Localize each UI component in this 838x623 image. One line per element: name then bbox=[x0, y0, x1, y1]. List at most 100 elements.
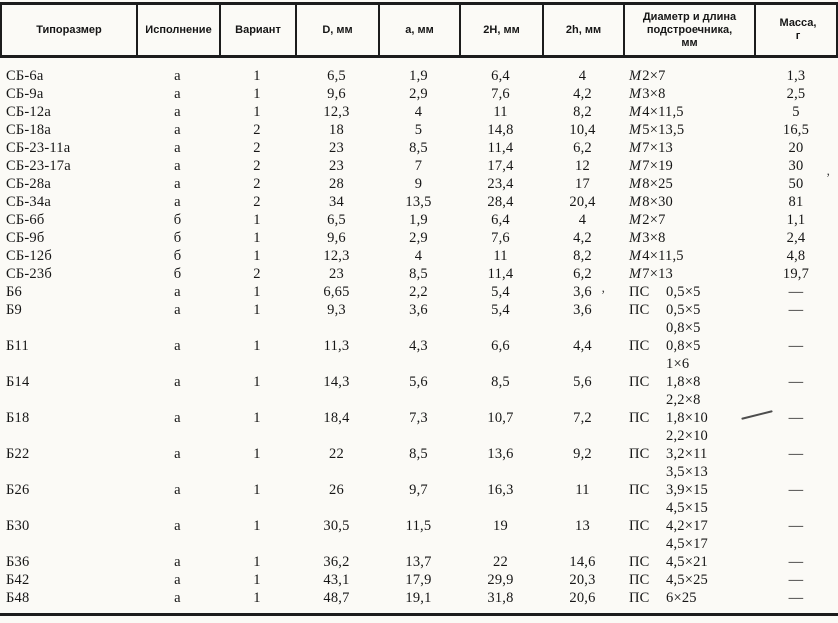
trimmer-size-alt: 4,5×15 bbox=[666, 500, 709, 516]
cell-variant: 2 bbox=[253, 266, 261, 282]
table-row: СБ-9а а 1 9,6 2,9 7,6 4,2 М3×8 2,5 bbox=[0, 85, 838, 103]
trimmer-size: 0,5×5 bbox=[666, 302, 701, 318]
trimmer-prefix: М bbox=[629, 158, 642, 174]
cell-2h: 14,6 bbox=[569, 554, 596, 570]
cell-trimmer: ПС 0,5×5 bbox=[623, 283, 754, 301]
cell-typo-size: Б42 bbox=[6, 572, 30, 588]
cell-d: 9,3 bbox=[327, 302, 346, 318]
cell-d: 30,5 bbox=[323, 518, 350, 534]
cell-variant: 1 bbox=[253, 212, 261, 228]
cell-ispolnenie: а bbox=[174, 86, 181, 102]
cell-variant: 1 bbox=[253, 572, 261, 588]
cell-trimmer: М4×11,5 bbox=[623, 103, 754, 121]
cell-d: 36,2 bbox=[323, 554, 350, 570]
cell-variant: 1 bbox=[253, 68, 261, 84]
cell-ispolnenie: а bbox=[174, 122, 181, 138]
cell-mass: 1,1 bbox=[786, 212, 806, 228]
cell-typo-size: СБ-34а bbox=[6, 194, 51, 210]
header-cell-d-mm: D, мм bbox=[297, 5, 380, 55]
cell-trimmer: ПС 0,5×5 0,8×5 bbox=[623, 301, 754, 337]
cell-mass: — bbox=[788, 518, 804, 534]
table-row: Б18 а 1 18,4 7,3 10,7 7,2 ПС 1,8×10 2,2×10 — bbox=[0, 409, 838, 445]
trimmer-prefix: М bbox=[629, 266, 642, 282]
trimmer-size: 7×19 bbox=[642, 158, 674, 174]
table-row: Б6 а 1 6,65 2,2 5,4 3,6 ПС 0,5×5 — bbox=[0, 283, 838, 301]
cell-variant: 1 bbox=[253, 104, 261, 120]
cell-2H: 6,4 bbox=[491, 212, 510, 228]
trimmer-prefix: М bbox=[629, 140, 642, 156]
cell-trimmer: ПС 3,9×15 4,5×15 bbox=[623, 481, 754, 517]
cell-variant: 1 bbox=[253, 248, 261, 264]
header-cell-2H-mm: 2H, мм bbox=[461, 5, 544, 55]
cell-trimmer: ПС 4,5×25 bbox=[623, 571, 754, 589]
cell-trimmer: ПС 1,8×10 2,2×10 bbox=[623, 409, 754, 445]
cell-2h: 13 bbox=[575, 518, 590, 534]
cell-mass: — bbox=[788, 410, 804, 426]
header-cell-trimmer-dim: Диаметр и длина подстроечника, мм bbox=[625, 5, 756, 55]
cell-trimmer: М8×25 bbox=[623, 175, 754, 193]
cell-trimmer: М2×7 bbox=[623, 67, 754, 85]
trimmer-size-alt: 2,2×8 bbox=[666, 392, 701, 408]
trimmer-size: 3×8 bbox=[642, 230, 666, 246]
cell-2H: 10,7 bbox=[487, 410, 514, 426]
trimmer-size: 1,8×10 bbox=[666, 410, 709, 426]
cell-2H: 11 bbox=[493, 248, 508, 264]
cell-ispolnenie: б bbox=[173, 266, 182, 282]
cell-a: 8,5 bbox=[409, 446, 428, 462]
table-row: СБ-28а а 2 28 9 23,4 17 М8×25 50 bbox=[0, 175, 838, 193]
cell-2h: 20,4 bbox=[569, 194, 596, 210]
header-cell-ispolnenie: Исполнение bbox=[138, 5, 221, 55]
cell-mass: 20 bbox=[788, 140, 804, 156]
trimmer-size: 8×25 bbox=[642, 176, 674, 192]
cell-variant: 1 bbox=[253, 374, 261, 390]
cell-2H: 14,8 bbox=[487, 122, 514, 138]
cell-2H: 6,6 bbox=[491, 338, 510, 354]
cell-trimmer: М5×13,5 bbox=[623, 121, 754, 139]
trimmer-size: 4×11,5 bbox=[642, 104, 684, 120]
trimmer-size-alt: 2,2×10 bbox=[666, 428, 709, 444]
cell-ispolnenie: а bbox=[174, 374, 181, 390]
cell-a: 4 bbox=[414, 104, 423, 120]
table-bottom-rule bbox=[0, 613, 838, 616]
cell-2H: 8,5 bbox=[491, 374, 510, 390]
table-row: СБ-23-17а а 2 23 7 17,4 12 М7×19 30 bbox=[0, 157, 838, 175]
cell-a: 2,2 bbox=[409, 284, 428, 300]
stray-tick-mark: ’ bbox=[826, 170, 831, 185]
trimmer-size: 0,8×5 bbox=[666, 338, 701, 354]
cell-variant: 1 bbox=[253, 302, 261, 318]
trimmer-prefix: М bbox=[629, 212, 642, 228]
cell-trimmer: ПС 4,5×21 bbox=[623, 553, 754, 571]
trimmer-size: 5×13,5 bbox=[642, 122, 685, 138]
cell-variant: 1 bbox=[253, 410, 261, 426]
cell-trimmer: М3×8 bbox=[623, 85, 754, 103]
trimmer-prefix: ПС bbox=[629, 482, 650, 498]
table-row: СБ-23б б 2 23 8,5 11,4 6,2 М7×13 19,7 bbox=[0, 265, 838, 283]
table-row: Б9 а 1 9,3 3,6 5,4 3,6 ПС 0,5×5 0,8×5 — bbox=[0, 301, 838, 337]
cell-ispolnenie: а bbox=[174, 518, 181, 534]
cell-a: 7 bbox=[414, 158, 423, 174]
trimmer-size: 2×7 bbox=[642, 68, 666, 84]
trimmer-size-alt: 4,5×17 bbox=[666, 536, 709, 552]
table-row: Б30 а 1 30,5 11,5 19 13 ПС 4,2×17 4,5×17 — bbox=[0, 517, 838, 553]
trimmer-size: 4,5×21 bbox=[666, 554, 709, 570]
cell-a: 5,6 bbox=[409, 374, 428, 390]
trimmer-prefix: ПС bbox=[629, 338, 650, 354]
cell-typo-size: СБ-23-11а bbox=[6, 140, 71, 156]
table-body: СБ-6а а 1 6,5 1,9 6,4 4 М2×7 1,3 СБ-9а а 1 9,6 2,9 7,6… bbox=[0, 58, 838, 607]
cell-typo-size: Б9 bbox=[6, 302, 22, 318]
cell-mass: 16,5 bbox=[782, 122, 810, 138]
cell-mass: 30 bbox=[788, 158, 804, 174]
trimmer-size: 6×25 bbox=[666, 590, 697, 606]
trimmer-prefix: ПС bbox=[629, 374, 650, 390]
cell-a: 1,9 bbox=[409, 212, 428, 228]
cell-typo-size: Б11 bbox=[6, 338, 29, 354]
cell-typo-size: СБ-9а bbox=[6, 86, 44, 102]
cell-a: 13,7 bbox=[405, 554, 432, 570]
cell-variant: 2 bbox=[253, 176, 261, 192]
cell-variant: 1 bbox=[253, 554, 261, 570]
table-row: СБ-18а а 2 18 5 14,8 10,4 М5×13,5 16,5 bbox=[0, 121, 838, 139]
cell-d: 43,1 bbox=[323, 572, 350, 588]
trimmer-size: 4,5×25 bbox=[666, 572, 709, 588]
cell-variant: 1 bbox=[253, 338, 261, 354]
